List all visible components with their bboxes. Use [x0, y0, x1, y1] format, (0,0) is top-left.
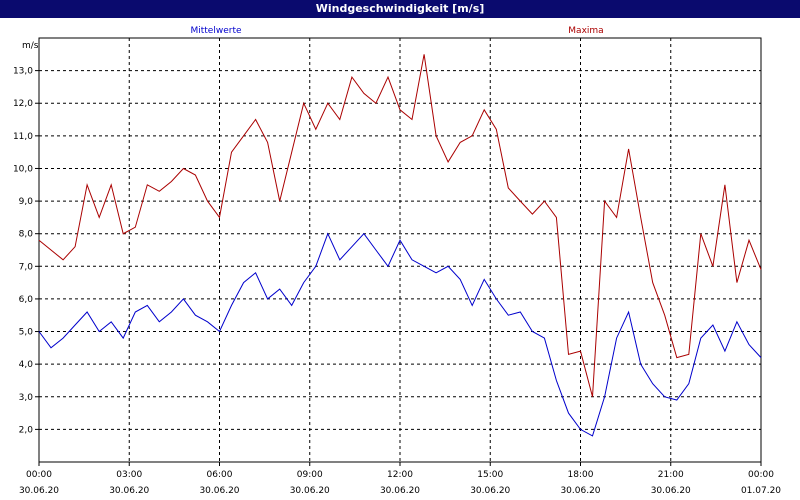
x-tick-date-label: 30.06.20	[290, 486, 330, 496]
x-tick-time-label: 06:00	[207, 470, 233, 480]
y-tick-label: 6,0	[19, 295, 34, 305]
y-tick-label: 11,0	[13, 132, 33, 142]
x-tick-time-label: 09:00	[297, 470, 323, 480]
y-tick-label: 7,0	[19, 262, 34, 272]
x-tick-time-label: 12:00	[387, 470, 413, 480]
data-series	[38, 54, 762, 437]
y-tick-label: 12,0	[13, 99, 33, 109]
y-tick-label: 4,0	[19, 360, 34, 370]
y-tick-label: 13,0	[13, 67, 33, 77]
chart-title: Windgeschwindigkeit [m/s]	[315, 2, 485, 15]
series-line-maxima	[38, 54, 762, 397]
x-tick-date-label: 30.06.20	[651, 486, 691, 496]
x-tick-date-label: 01.07.20	[741, 486, 781, 496]
legend-maxima: Maxima	[568, 26, 603, 36]
x-axis-ticks: 00:00 30.06.20 03:00 30.06.20 06:00 30.06.20 0…	[19, 462, 781, 496]
y-tick-label: 9,0	[19, 197, 34, 207]
x-tick-time-label: 18:00	[568, 470, 594, 480]
grid-lines	[39, 38, 761, 462]
x-tick-date-label: 30.06.20	[560, 486, 600, 496]
chart-background	[0, 18, 800, 500]
x-tick-date-label: 30.06.20	[19, 486, 59, 496]
y-tick-label: 8,0	[19, 230, 34, 240]
x-tick-time-label: 03:00	[116, 470, 142, 480]
x-tick-time-label: 00:00	[26, 470, 52, 480]
x-tick-time-label: 15:00	[477, 470, 503, 480]
x-tick-date-label: 30.06.20	[470, 486, 510, 496]
y-tick-label: 5,0	[19, 328, 34, 338]
x-tick-date-label: 30.06.20	[109, 486, 149, 496]
x-tick-time-label: 00:00	[748, 470, 774, 480]
x-tick-date-label: 30.06.20	[199, 486, 239, 496]
x-tick-time-label: 21:00	[658, 470, 684, 480]
chart-title-bar: Windgeschwindigkeit [m/s]	[0, 0, 800, 18]
y-axis-ticks: 2,0 3,0 4,0 5,0 6,0 7,0 8,0 9,0 10,0 11,0 12,0 13,0	[13, 67, 39, 435]
y-tick-label: 2,0	[19, 425, 34, 435]
series-line-mittelwerte	[38, 232, 762, 437]
x-tick-date-label: 30.06.20	[380, 486, 420, 496]
y-tick-label: 3,0	[19, 393, 34, 403]
legend-mittelwerte: Mittelwerte	[190, 26, 241, 36]
y-tick-label: 10,0	[13, 164, 33, 174]
y-axis-unit-label: m/s	[22, 41, 39, 51]
